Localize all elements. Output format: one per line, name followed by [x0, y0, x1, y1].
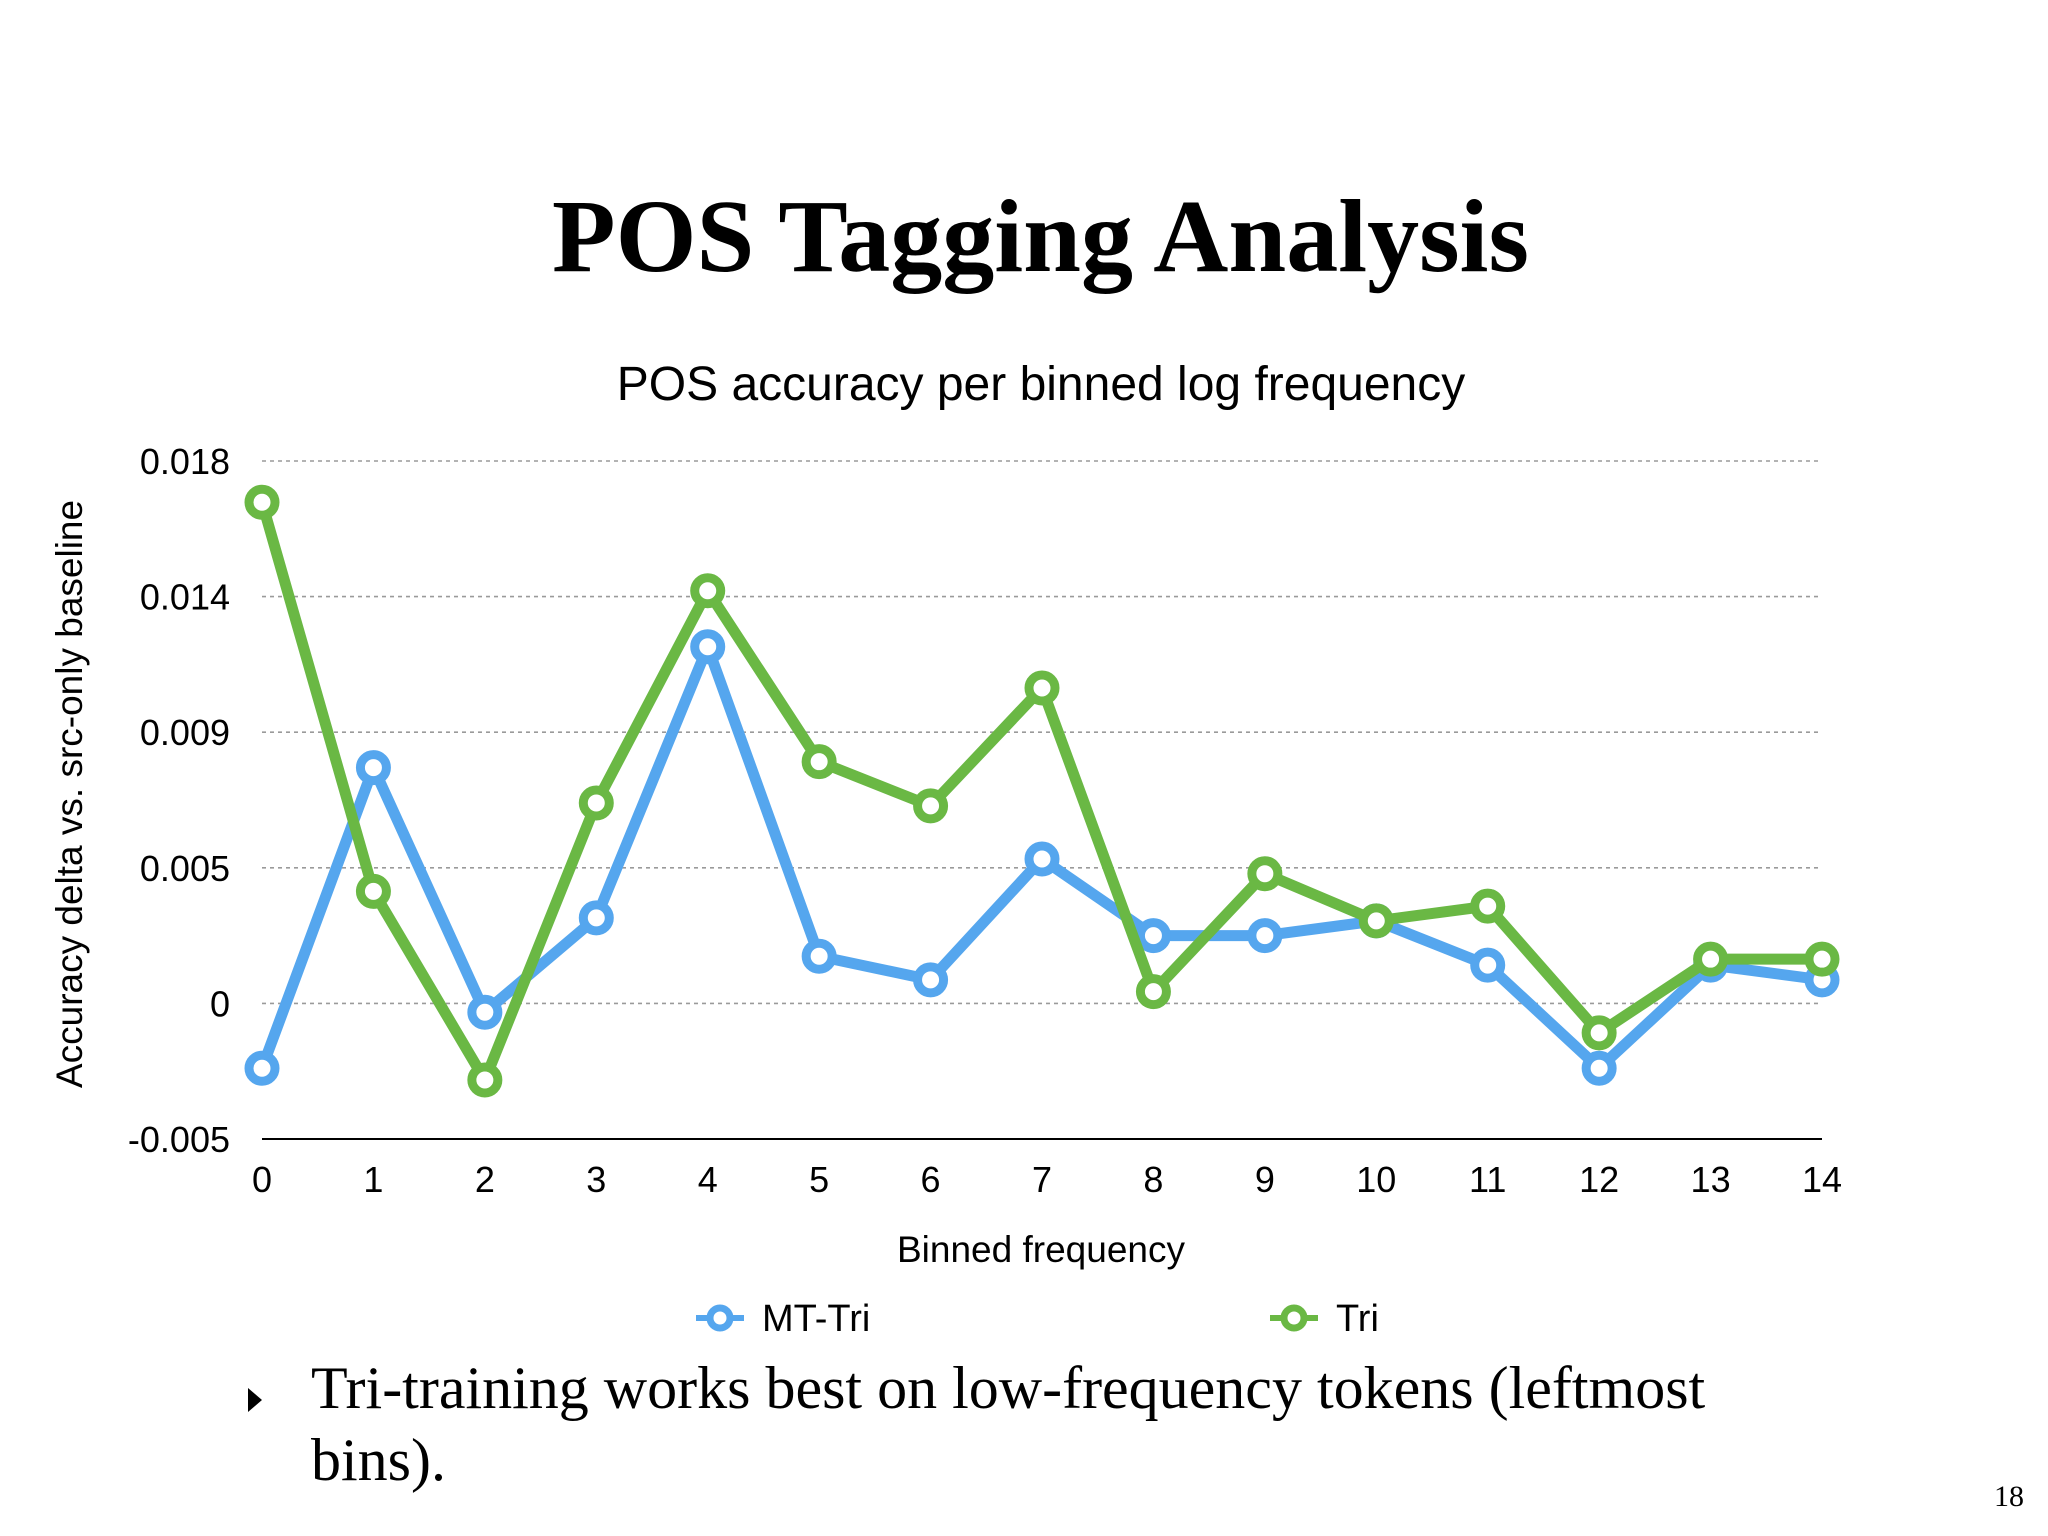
y-tick-label: 0.014 — [140, 577, 230, 618]
data-point — [1581, 1015, 1617, 1051]
x-tick-label: 9 — [1255, 1159, 1275, 1200]
data-point — [1470, 888, 1506, 924]
x-tick-label: 1 — [363, 1159, 383, 1200]
data-point — [690, 629, 726, 665]
y-tick-label: 0.018 — [140, 441, 230, 482]
data-point — [1693, 941, 1729, 977]
x-tick-label: 3 — [586, 1159, 606, 1200]
data-point — [690, 573, 726, 609]
legend-swatch-marker — [706, 1304, 734, 1332]
slide-title: POS Tagging Analysis — [552, 179, 1529, 294]
y-tick-label: 0.005 — [140, 848, 230, 889]
x-tick-label: 7 — [1032, 1159, 1052, 1200]
x-tick-label: 8 — [1143, 1159, 1163, 1200]
x-tick-label: 0 — [252, 1159, 272, 1200]
data-point — [801, 938, 837, 974]
data-point — [1135, 918, 1171, 954]
y-axis-label: Accuracy delta vs. src-only baseline — [49, 500, 90, 1088]
x-tick-label: 12 — [1579, 1159, 1619, 1200]
legend-label: MT-Tri — [762, 1298, 870, 1340]
data-point — [355, 873, 391, 909]
data-point — [1804, 941, 1840, 977]
series-layer — [244, 484, 1840, 1098]
data-point — [1247, 856, 1283, 892]
legend-swatch-marker — [1280, 1304, 1308, 1332]
data-point — [355, 750, 391, 786]
line-chart: POS accuracy per binned log frequency 0.… — [49, 358, 1842, 1340]
bullet-text: Tri-training works best on low-frequency… — [311, 1355, 1706, 1493]
legend-item: MT-Tri — [696, 1298, 870, 1340]
data-point — [467, 1062, 503, 1098]
data-point — [578, 900, 614, 936]
data-point — [1247, 918, 1283, 954]
data-point — [913, 962, 949, 998]
legend-label: Tri — [1336, 1298, 1379, 1340]
x-tick-label: 11 — [1469, 1159, 1506, 1200]
data-point — [1024, 841, 1060, 877]
data-point — [578, 785, 614, 821]
x-tick-label: 4 — [698, 1159, 718, 1200]
data-point — [244, 484, 280, 520]
data-point — [1581, 1050, 1617, 1086]
data-point — [801, 744, 837, 780]
data-point — [913, 788, 949, 824]
x-axis-label: Binned frequency — [897, 1229, 1185, 1270]
x-tick-label: 2 — [475, 1159, 495, 1200]
x-tick-label: 13 — [1691, 1159, 1731, 1200]
series-tri — [244, 484, 1840, 1098]
page-number: 18 — [1994, 1480, 2024, 1513]
chart-title: POS accuracy per binned log frequency — [617, 358, 1465, 411]
data-point — [1024, 670, 1060, 706]
x-tick-label: 10 — [1356, 1159, 1396, 1200]
data-point — [1470, 947, 1506, 983]
data-point — [1135, 974, 1171, 1010]
x-tick-label: 5 — [809, 1159, 829, 1200]
data-point — [467, 994, 503, 1030]
x-tick-label: 14 — [1802, 1159, 1842, 1200]
legend-item: Tri — [1270, 1298, 1379, 1340]
data-point — [1358, 903, 1394, 939]
data-point — [244, 1050, 280, 1086]
bullet-arrow-icon — [248, 1388, 262, 1412]
legend: MT-Tri Tri — [696, 1298, 1379, 1340]
y-tick-label: 0.009 — [140, 712, 230, 753]
y-tick-label: -0.005 — [128, 1119, 230, 1160]
y-tick-label: 0 — [210, 983, 230, 1024]
series-line — [256, 496, 1828, 1086]
y-axis-ticks: 0.018 0.014 0.009 0.005 0 -0.005 — [128, 441, 230, 1160]
x-axis-ticks: 0 1 2 3 4 5 6 7 8 9 10 11 12 13 14 — [252, 1159, 1842, 1200]
x-tick-label: 6 — [921, 1159, 941, 1200]
